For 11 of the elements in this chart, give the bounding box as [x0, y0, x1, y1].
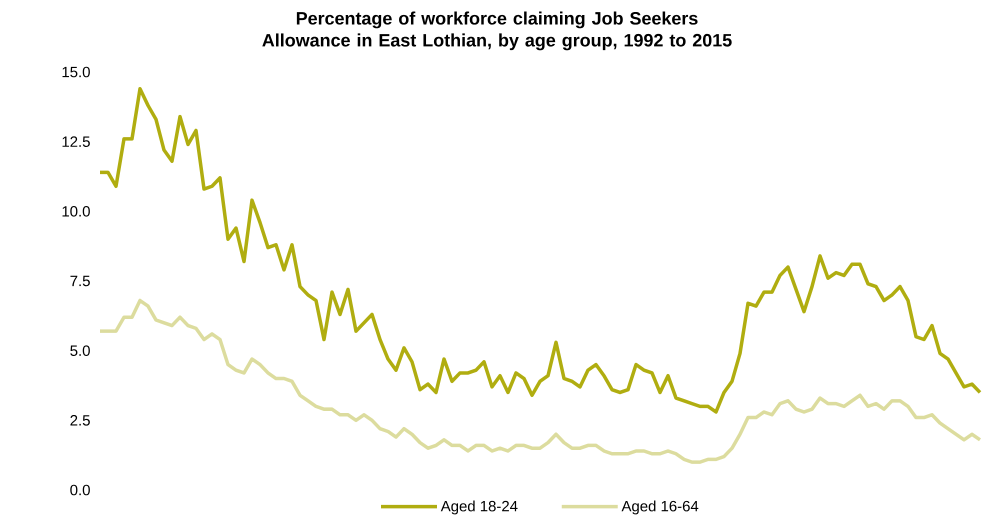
legend-label: Aged 18-24 — [440, 500, 518, 514]
y-tick-label: 7.5 — [70, 276, 90, 286]
y-tick-label: 12.5 — [62, 136, 90, 147]
y-tick-label: 2.5 — [70, 415, 90, 426]
y-tick-label: 15.0 — [62, 66, 90, 78]
legend-label: Aged 16-64 — [622, 500, 698, 514]
y-tick-label: 0.0 — [70, 484, 90, 496]
line-series — [98, 86, 982, 414]
y-tick-label: 5.0 — [70, 345, 90, 356]
y-tick-label: 10.0 — [62, 206, 90, 217]
chart-title: Percentage of workforce claiming Job Seekers Allowance in East Lothian, by age group, 1992 to 2015 — [262, 12, 732, 50]
